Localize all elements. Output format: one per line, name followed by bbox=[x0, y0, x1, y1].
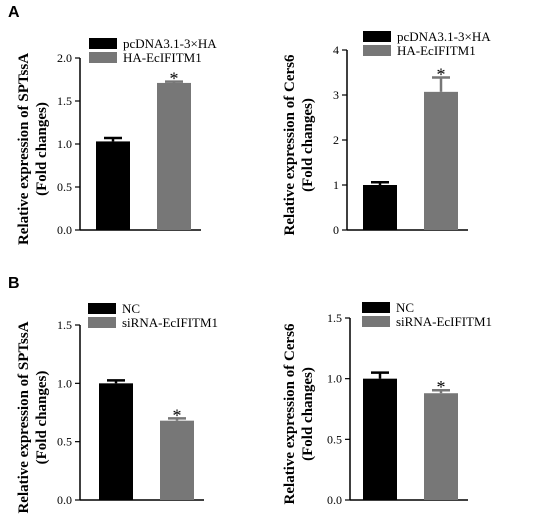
significance-marker: * bbox=[173, 405, 182, 425]
legend-swatch bbox=[363, 31, 391, 42]
legend-swatch bbox=[362, 302, 390, 313]
bar-treatment bbox=[157, 82, 191, 230]
y-tick-label: 0.5 bbox=[327, 432, 342, 446]
bar-control bbox=[96, 141, 130, 230]
y-tick-label: 0.5 bbox=[57, 180, 72, 194]
legend-swatch bbox=[89, 52, 117, 63]
y-tick-label: 2 bbox=[333, 133, 339, 147]
y-tick-label: 0.0 bbox=[57, 223, 72, 237]
bar-treatment bbox=[424, 393, 458, 500]
legend-swatch bbox=[89, 38, 117, 49]
chart-2: 0 1 2 3 4 Relative expression of Cers6 (Fold c… bbox=[282, 29, 491, 237]
y-tick-label: 0.5 bbox=[57, 435, 72, 449]
y-tick-label: 2.0 bbox=[57, 51, 72, 65]
chart-4: 0.0 0.5 1.0 1.5 Relative expression of Cers6… bbox=[282, 300, 492, 507]
y-tick-label: 1.0 bbox=[327, 372, 342, 386]
significance-marker: * bbox=[437, 377, 446, 397]
y-axis-label-units: (Fold changes) bbox=[300, 367, 316, 461]
legend-label: pcDNA3.1-3×HA bbox=[123, 36, 217, 51]
bar-treatment bbox=[424, 91, 458, 230]
y-tick-label: 0.0 bbox=[57, 493, 72, 507]
legend-label: pcDNA3.1-3×HA bbox=[397, 29, 491, 44]
bar-control bbox=[363, 185, 397, 230]
panel-label-a: A bbox=[8, 4, 20, 21]
legend-label: siRNA-EcIFITM1 bbox=[122, 315, 218, 330]
chart-3: 0.0 0.5 1.0 1.5 Relative expression of SPTss… bbox=[16, 301, 218, 514]
significance-marker: * bbox=[437, 64, 446, 84]
legend-swatch bbox=[88, 317, 116, 328]
bar-treatment bbox=[160, 420, 194, 500]
y-tick-label: 1.5 bbox=[327, 311, 342, 325]
legend-swatch bbox=[363, 45, 391, 56]
y-tick-label: 0 bbox=[333, 223, 339, 237]
y-tick-label: 4 bbox=[333, 43, 339, 57]
y-axis-label-units: (Fold changes) bbox=[34, 102, 50, 196]
legend-label: NC bbox=[122, 301, 140, 316]
y-axis-label: Relative expression of Cers6 bbox=[282, 323, 298, 504]
y-tick-label: 3 bbox=[333, 88, 339, 102]
legend-label: NC bbox=[396, 300, 414, 315]
legend-swatch bbox=[88, 303, 116, 314]
panel-label-b: B bbox=[8, 275, 20, 292]
y-tick-label: 0.0 bbox=[327, 493, 342, 507]
bar-control bbox=[363, 378, 397, 500]
chart-1: 0.0 0.5 1.0 1.5 2.0 Relative expression of SP… bbox=[16, 36, 217, 245]
legend-label: HA-EcIFITM1 bbox=[397, 43, 476, 58]
significance-marker: * bbox=[170, 69, 179, 89]
bar-control bbox=[99, 383, 133, 500]
y-axis-label-units: (Fold changes) bbox=[34, 371, 50, 465]
y-axis-label: Relative expression of SPTssA bbox=[16, 53, 32, 245]
legend-label: siRNA-EcIFITM1 bbox=[396, 314, 492, 329]
y-tick-label: 1.5 bbox=[57, 94, 72, 108]
y-tick-label: 1 bbox=[333, 178, 339, 192]
y-axis-label: Relative expression of Cers6 bbox=[282, 54, 298, 235]
y-tick-label: 1.5 bbox=[57, 318, 72, 332]
legend-swatch bbox=[362, 316, 390, 327]
y-tick-label: 1.0 bbox=[57, 137, 72, 151]
y-axis-label: Relative expression of SPTssA bbox=[16, 321, 32, 513]
y-tick-label: 1.0 bbox=[57, 376, 72, 390]
y-axis-label-units: (Fold changes) bbox=[300, 98, 316, 192]
legend-label: HA-EcIFITM1 bbox=[123, 50, 202, 65]
